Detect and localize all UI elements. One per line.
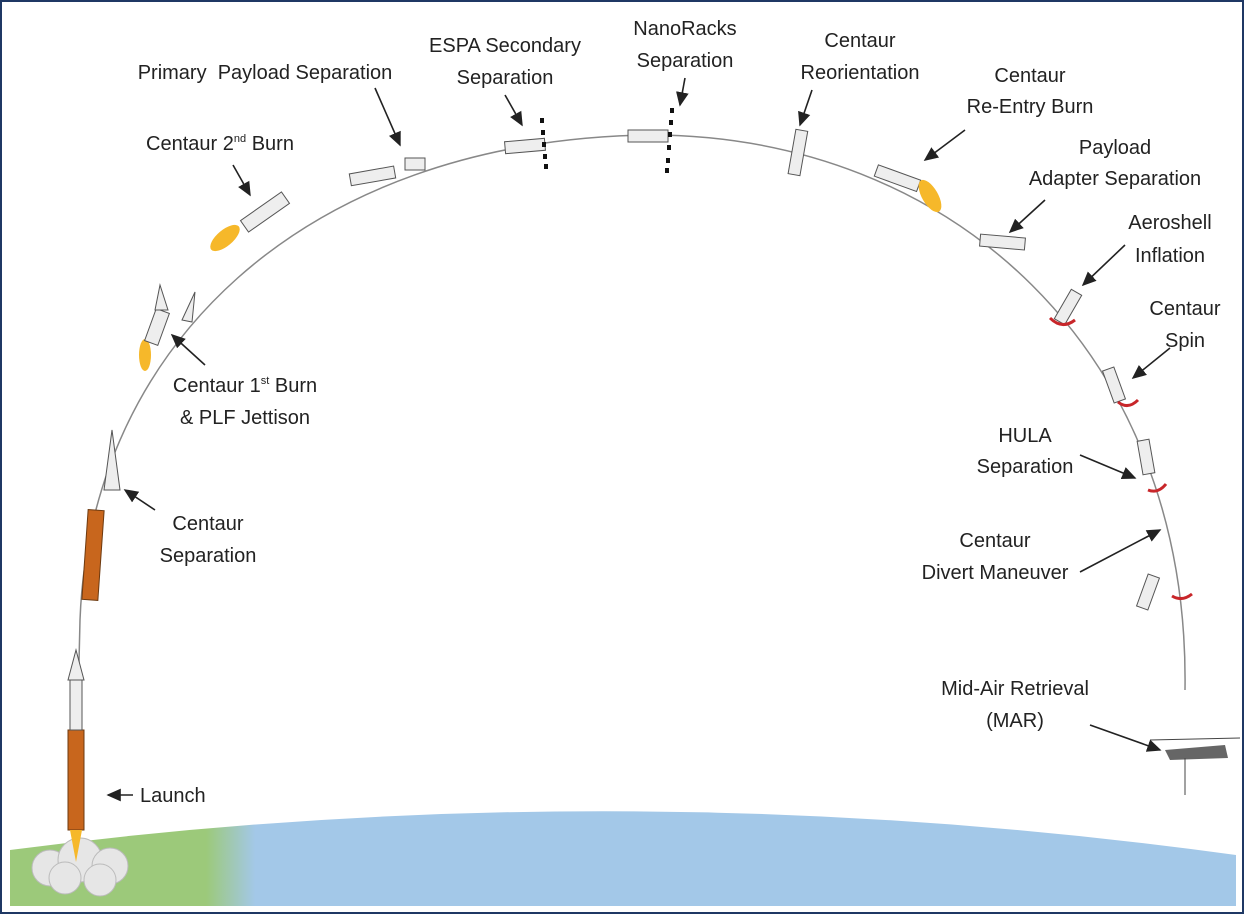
- label: Inflation: [1135, 245, 1205, 267]
- label: Re-Entry Burn: [967, 96, 1094, 118]
- label: Separation: [160, 545, 257, 567]
- arrows: [106, 77, 1171, 802]
- label-part: Centaur 1: [173, 375, 261, 397]
- label: Aeroshell: [1128, 212, 1211, 234]
- label: Centaur: [994, 65, 1065, 87]
- label: & PLF Jettison: [180, 407, 310, 429]
- launch-clouds: [31, 837, 129, 897]
- separation-dots: [540, 108, 674, 173]
- label: Centaur: [1149, 298, 1220, 320]
- label: ESPA Secondary: [429, 35, 581, 57]
- earth: [10, 811, 1236, 906]
- label-part: Burn: [269, 375, 317, 397]
- label-sup: nd: [234, 133, 246, 145]
- label: Centaur: [824, 30, 895, 52]
- label: Payload: [1079, 137, 1151, 159]
- label: Divert Maneuver: [922, 562, 1069, 584]
- label: Mid-Air Retrieval: [941, 678, 1089, 700]
- vehicles: [67, 128, 1241, 862]
- label-sup: st: [261, 375, 270, 387]
- label-part: Burn: [246, 133, 294, 155]
- label: Centaur: [959, 530, 1030, 552]
- label-part: Centaur 2: [146, 133, 234, 155]
- labels: Launch Centaur Separation Centaur 1st Bu…: [138, 18, 1221, 807]
- label: (MAR): [986, 710, 1044, 732]
- label: Separation: [457, 67, 554, 89]
- label: Centaur: [172, 513, 243, 535]
- label: Reorientation: [801, 62, 920, 84]
- label: Separation: [637, 50, 734, 72]
- label: Launch: [140, 785, 206, 807]
- label: Centaur 2nd Burn: [146, 133, 294, 155]
- label: NanoRacks: [633, 18, 736, 40]
- label: HULA: [998, 425, 1052, 447]
- label: Adapter Separation: [1029, 168, 1201, 190]
- label: Spin: [1165, 330, 1205, 352]
- label: Separation: [977, 456, 1074, 478]
- label: Centaur 1st Burn: [173, 375, 317, 397]
- label: Primary Payload Separation: [138, 62, 393, 84]
